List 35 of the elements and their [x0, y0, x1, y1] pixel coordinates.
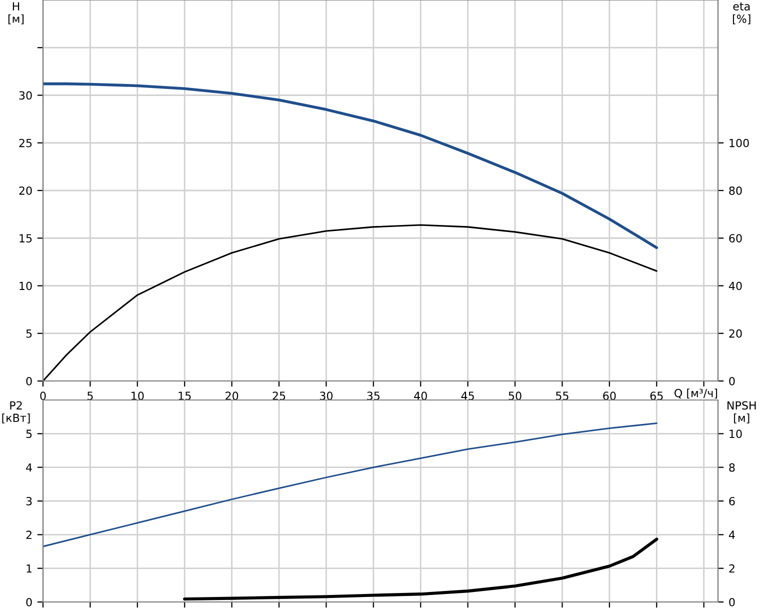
y-tick-label: 4: [26, 463, 32, 472]
y-tick-label: 10: [20, 282, 32, 290]
y2-tick-label: 6: [729, 496, 735, 506]
y-tick-label: 15: [20, 234, 32, 243]
x-axis-title: Q [м³/ч]: [674, 388, 718, 399]
y2-tick-label: 60: [729, 234, 742, 243]
y2-tick-label: 80: [729, 186, 742, 195]
y2-tick-label: 0: [729, 598, 735, 606]
y-tick-label: 1: [26, 564, 32, 573]
y-tick-label: 3: [26, 496, 32, 506]
y-tick-label: 0: [26, 376, 32, 386]
y-axis-title: P2 [кВт]: [2, 401, 30, 424]
y2-tick-label: 4: [728, 530, 735, 539]
y-tick-label: 0: [26, 598, 32, 606]
y2-axis-title: NPSH [м]: [728, 401, 756, 424]
y-tick-label: 25: [19, 138, 32, 148]
y2-tick-label: 20: [729, 329, 742, 338]
line-series: [43, 422, 658, 548]
y2-tick-label: 40: [728, 282, 742, 290]
y-tick-label: 5: [26, 329, 32, 338]
y2-tick-label: 100: [730, 138, 749, 148]
line-series: [43, 82, 658, 250]
x-tick-label: 40: [414, 392, 427, 400]
y-tick-label: 20: [19, 186, 32, 195]
y2-tick-label: 10: [730, 430, 742, 438]
y2-axis-title: eta [%]: [732, 2, 750, 24]
y-tick-label: 5: [26, 430, 32, 438]
x-tick-label: 0: [40, 392, 46, 400]
y2-tick-label: 0: [729, 376, 735, 386]
y-tick-label: 2: [26, 530, 32, 539]
line-series: [183, 538, 658, 600]
y-axis-title: H [м]: [8, 2, 24, 24]
y-tick-label: 30: [19, 91, 32, 100]
y2-tick-label: 2: [729, 564, 734, 573]
y2-tick-label: 8: [729, 463, 735, 472]
